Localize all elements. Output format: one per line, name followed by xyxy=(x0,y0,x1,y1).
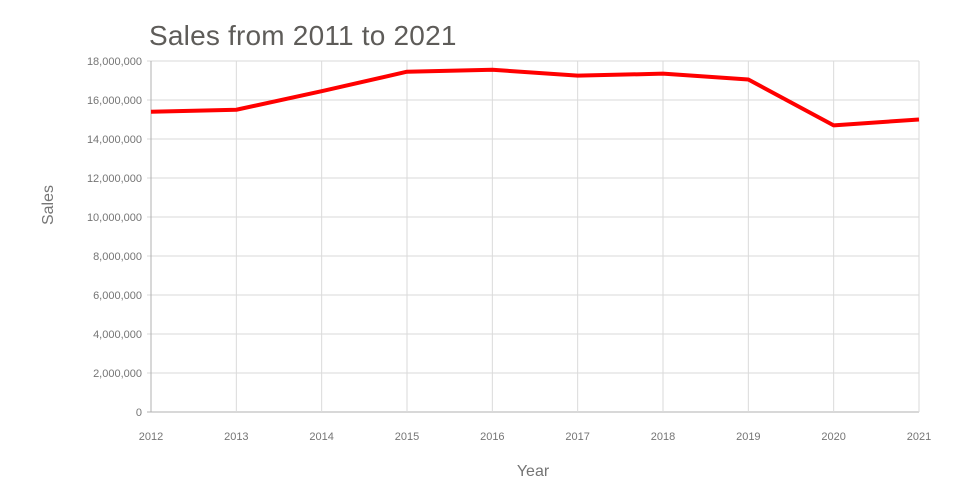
x-axis-title: Year xyxy=(516,463,550,480)
y-tick-label: 10,000,000 xyxy=(87,212,142,224)
x-tick-label: 2013 xyxy=(224,431,248,443)
x-tick-label: 2017 xyxy=(565,431,589,443)
x-tick-label: 2018 xyxy=(651,431,675,443)
chart-title: Sales from 2011 to 2021 xyxy=(149,20,457,51)
y-tick-label: 18,000,000 xyxy=(87,56,142,68)
x-tick-label: 2021 xyxy=(907,431,931,443)
y-tick-label: 12,000,000 xyxy=(87,173,142,185)
x-tick-label: 2019 xyxy=(736,431,760,443)
x-tick-label: 2015 xyxy=(395,431,419,443)
y-tick-label: 0 xyxy=(136,407,142,419)
x-tick-label: 2016 xyxy=(480,431,504,443)
sales-line xyxy=(150,67,920,128)
x-tick-label: 2014 xyxy=(309,431,333,443)
y-tick-label: 2,000,000 xyxy=(93,368,142,380)
y-tick-label: 6,000,000 xyxy=(93,290,142,302)
y-tick-label: 8,000,000 xyxy=(93,251,142,263)
x-tick-label: 2012 xyxy=(139,431,163,443)
x-tick-label: 2020 xyxy=(821,431,845,443)
y-tick-label: 16,000,000 xyxy=(87,95,142,107)
y-tick-label: 4,000,000 xyxy=(93,329,142,341)
y-tick-label: 14,000,000 xyxy=(87,134,142,146)
